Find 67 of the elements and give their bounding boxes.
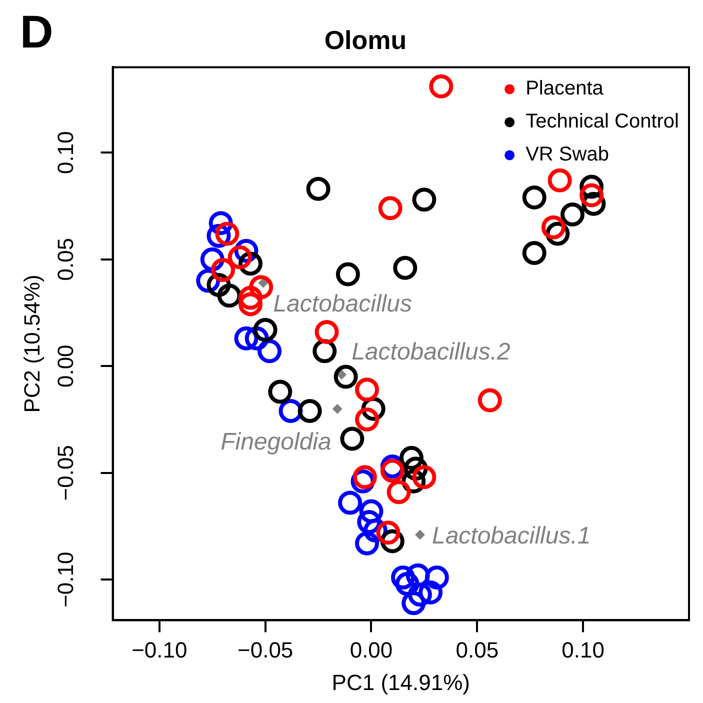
y-tick-label: −0.05 <box>53 445 78 501</box>
point <box>355 378 380 402</box>
text: D <box>20 6 54 58</box>
point <box>228 245 252 270</box>
point <box>478 388 502 412</box>
point <box>412 465 436 490</box>
point <box>429 74 454 98</box>
y-tick-label: −0.10 <box>53 552 78 608</box>
point <box>249 275 274 300</box>
point <box>210 258 235 282</box>
annotation: Lactobacillus.2 <box>352 338 510 366</box>
x-tick-label: −0.05 <box>237 637 294 662</box>
point <box>391 565 416 590</box>
point <box>253 318 278 342</box>
point <box>386 480 411 504</box>
point <box>332 404 342 414</box>
point <box>268 380 292 404</box>
point <box>238 292 262 316</box>
point <box>359 499 384 524</box>
y-axis-title: PC2 (10.54%) <box>19 274 44 413</box>
y-tick-label: 0.10 <box>53 131 78 174</box>
point <box>548 168 572 192</box>
point <box>522 240 546 265</box>
point <box>376 520 400 545</box>
point <box>399 446 424 470</box>
legend-label: VR Swab <box>526 144 609 166</box>
x-tick-label: 0.05 <box>456 637 499 662</box>
point <box>215 222 240 246</box>
point <box>334 364 358 389</box>
legend-label: Technical Control <box>526 110 680 133</box>
y-tick-label: 0.05 <box>53 238 78 281</box>
point <box>414 530 425 540</box>
point <box>357 510 382 534</box>
point <box>395 572 420 596</box>
point <box>355 531 380 556</box>
point <box>541 215 566 240</box>
annotation: Lactobacillus <box>273 290 412 318</box>
chart-title: Olomu <box>324 24 407 55</box>
y-tick-label: 0.00 <box>53 344 78 388</box>
point <box>522 185 546 210</box>
point <box>424 565 449 590</box>
point <box>336 262 360 286</box>
point <box>418 580 443 604</box>
annotation: Finegoldia <box>220 428 332 456</box>
x-tick-label: 0.10 <box>562 637 604 662</box>
point <box>238 286 262 310</box>
point <box>298 398 322 423</box>
point <box>402 591 426 616</box>
point <box>306 176 330 201</box>
x-tick-label: 0.00 <box>350 637 393 662</box>
legend-label: Placenta <box>526 78 604 100</box>
point <box>380 458 404 483</box>
point <box>412 188 436 212</box>
point <box>580 183 604 208</box>
point <box>352 465 377 490</box>
point <box>378 196 402 220</box>
point <box>314 320 339 344</box>
x-tick-label: −0.10 <box>132 637 188 662</box>
point <box>338 490 362 515</box>
point <box>408 582 432 607</box>
point <box>355 408 380 432</box>
point <box>393 256 418 280</box>
point <box>340 426 364 451</box>
point <box>560 202 584 227</box>
annotation: Lactobacillus.1 <box>432 522 591 550</box>
point <box>258 339 282 364</box>
x-axis-title: PC1 (14.91%) <box>332 670 470 695</box>
